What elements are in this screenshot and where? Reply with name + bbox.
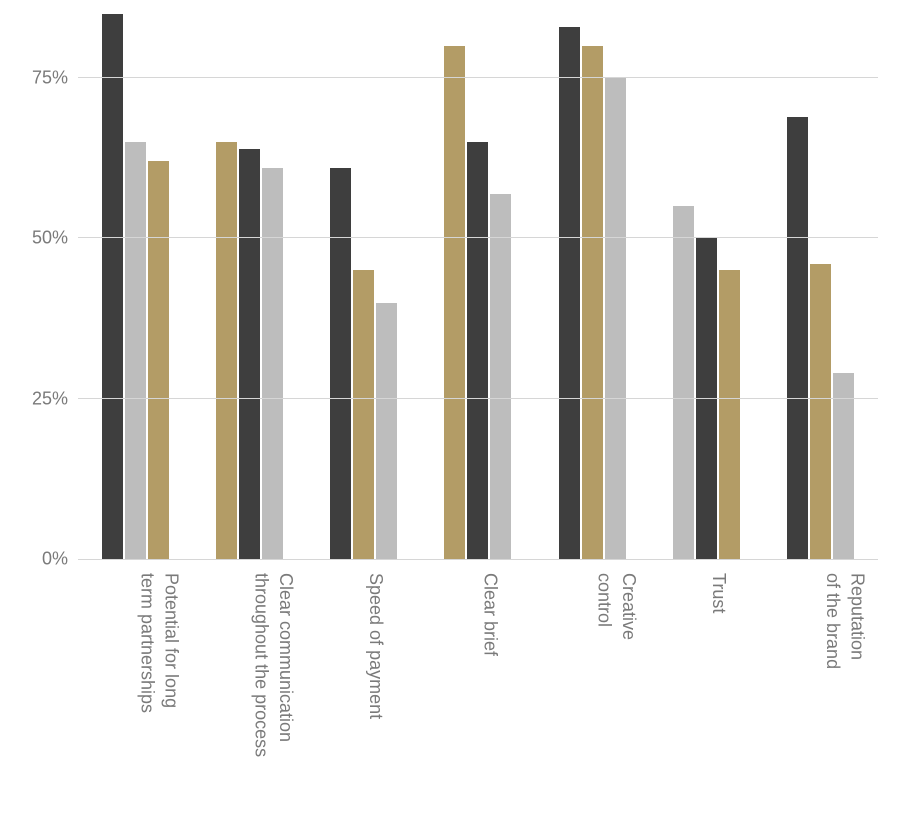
category-group: Reputationof the brand	[764, 14, 878, 559]
bar-group	[559, 14, 626, 559]
bar-de	[376, 14, 397, 559]
bar-fill	[148, 161, 169, 559]
bar-uk	[719, 14, 740, 559]
x-tick-label: Reputationof the brand	[821, 559, 870, 669]
x-tick-label: Creativecontrol	[592, 559, 641, 640]
bar-fill	[353, 270, 374, 559]
bar-fill	[330, 168, 351, 559]
bar-group	[673, 14, 740, 559]
bar-de	[490, 14, 511, 559]
bar-de	[605, 14, 626, 559]
bar-fill	[810, 264, 831, 559]
y-tick-label: 25%	[32, 388, 78, 409]
bar-us	[102, 14, 123, 559]
bar-fill	[376, 303, 397, 559]
bar-group	[102, 14, 169, 559]
bar-fill	[467, 142, 488, 559]
bar-uk	[148, 14, 169, 559]
bar-group	[444, 14, 511, 559]
bar-us	[696, 14, 717, 559]
bar-fill	[125, 142, 146, 559]
category-group: Trust	[649, 14, 763, 559]
bar-fill	[559, 27, 580, 559]
bar-uk	[353, 14, 374, 559]
bar-fill	[216, 142, 237, 559]
bar-fill	[444, 46, 465, 559]
bar-fill	[582, 46, 603, 559]
category-container: Potential for longterm partnershipsClear…	[78, 14, 878, 559]
bar-fill	[787, 117, 808, 559]
x-tick-label: Trust	[707, 559, 731, 613]
bar-de	[262, 14, 283, 559]
bar-fill	[719, 270, 740, 559]
y-tick-label: 75%	[32, 68, 78, 89]
bar-group	[216, 14, 283, 559]
bar-us	[330, 14, 351, 559]
bar-fill	[102, 14, 123, 559]
x-tick-label: Potential for longterm partnerships	[135, 559, 184, 713]
bar-fill	[490, 194, 511, 559]
bar-fill	[262, 168, 283, 559]
category-group: Speed of payment	[307, 14, 421, 559]
bar-uk	[216, 14, 237, 559]
bar-uk	[444, 14, 465, 559]
bar-fill	[239, 149, 260, 559]
bar-fill	[833, 373, 854, 559]
bar-group	[330, 14, 397, 559]
gridline	[78, 237, 878, 238]
category-group: Clear communicationthroughout the proces…	[192, 14, 306, 559]
gridline	[78, 77, 878, 78]
category-group: Clear brief	[421, 14, 535, 559]
y-tick-label: 50%	[32, 228, 78, 249]
x-tick-label: Clear communicationthroughout the proces…	[249, 559, 298, 757]
bar-de	[125, 14, 146, 559]
category-group: Creativecontrol	[535, 14, 649, 559]
category-group: Potential for longterm partnerships	[78, 14, 192, 559]
bar-uk	[810, 14, 831, 559]
plot-area: Potential for longterm partnershipsClear…	[78, 14, 878, 560]
y-tick-label: 0%	[42, 549, 78, 570]
bar-us	[467, 14, 488, 559]
bar-group	[787, 14, 854, 559]
bar-uk	[582, 14, 603, 559]
bar-de	[833, 14, 854, 559]
gridline	[78, 398, 878, 399]
bar-fill	[673, 206, 694, 559]
bar-us	[787, 14, 808, 559]
bar-us	[559, 14, 580, 559]
bar-fill	[605, 78, 626, 559]
x-tick-label: Clear brief	[478, 559, 502, 656]
bar-us	[239, 14, 260, 559]
x-tick-label: Speed of payment	[364, 559, 388, 719]
bar-de	[673, 14, 694, 559]
